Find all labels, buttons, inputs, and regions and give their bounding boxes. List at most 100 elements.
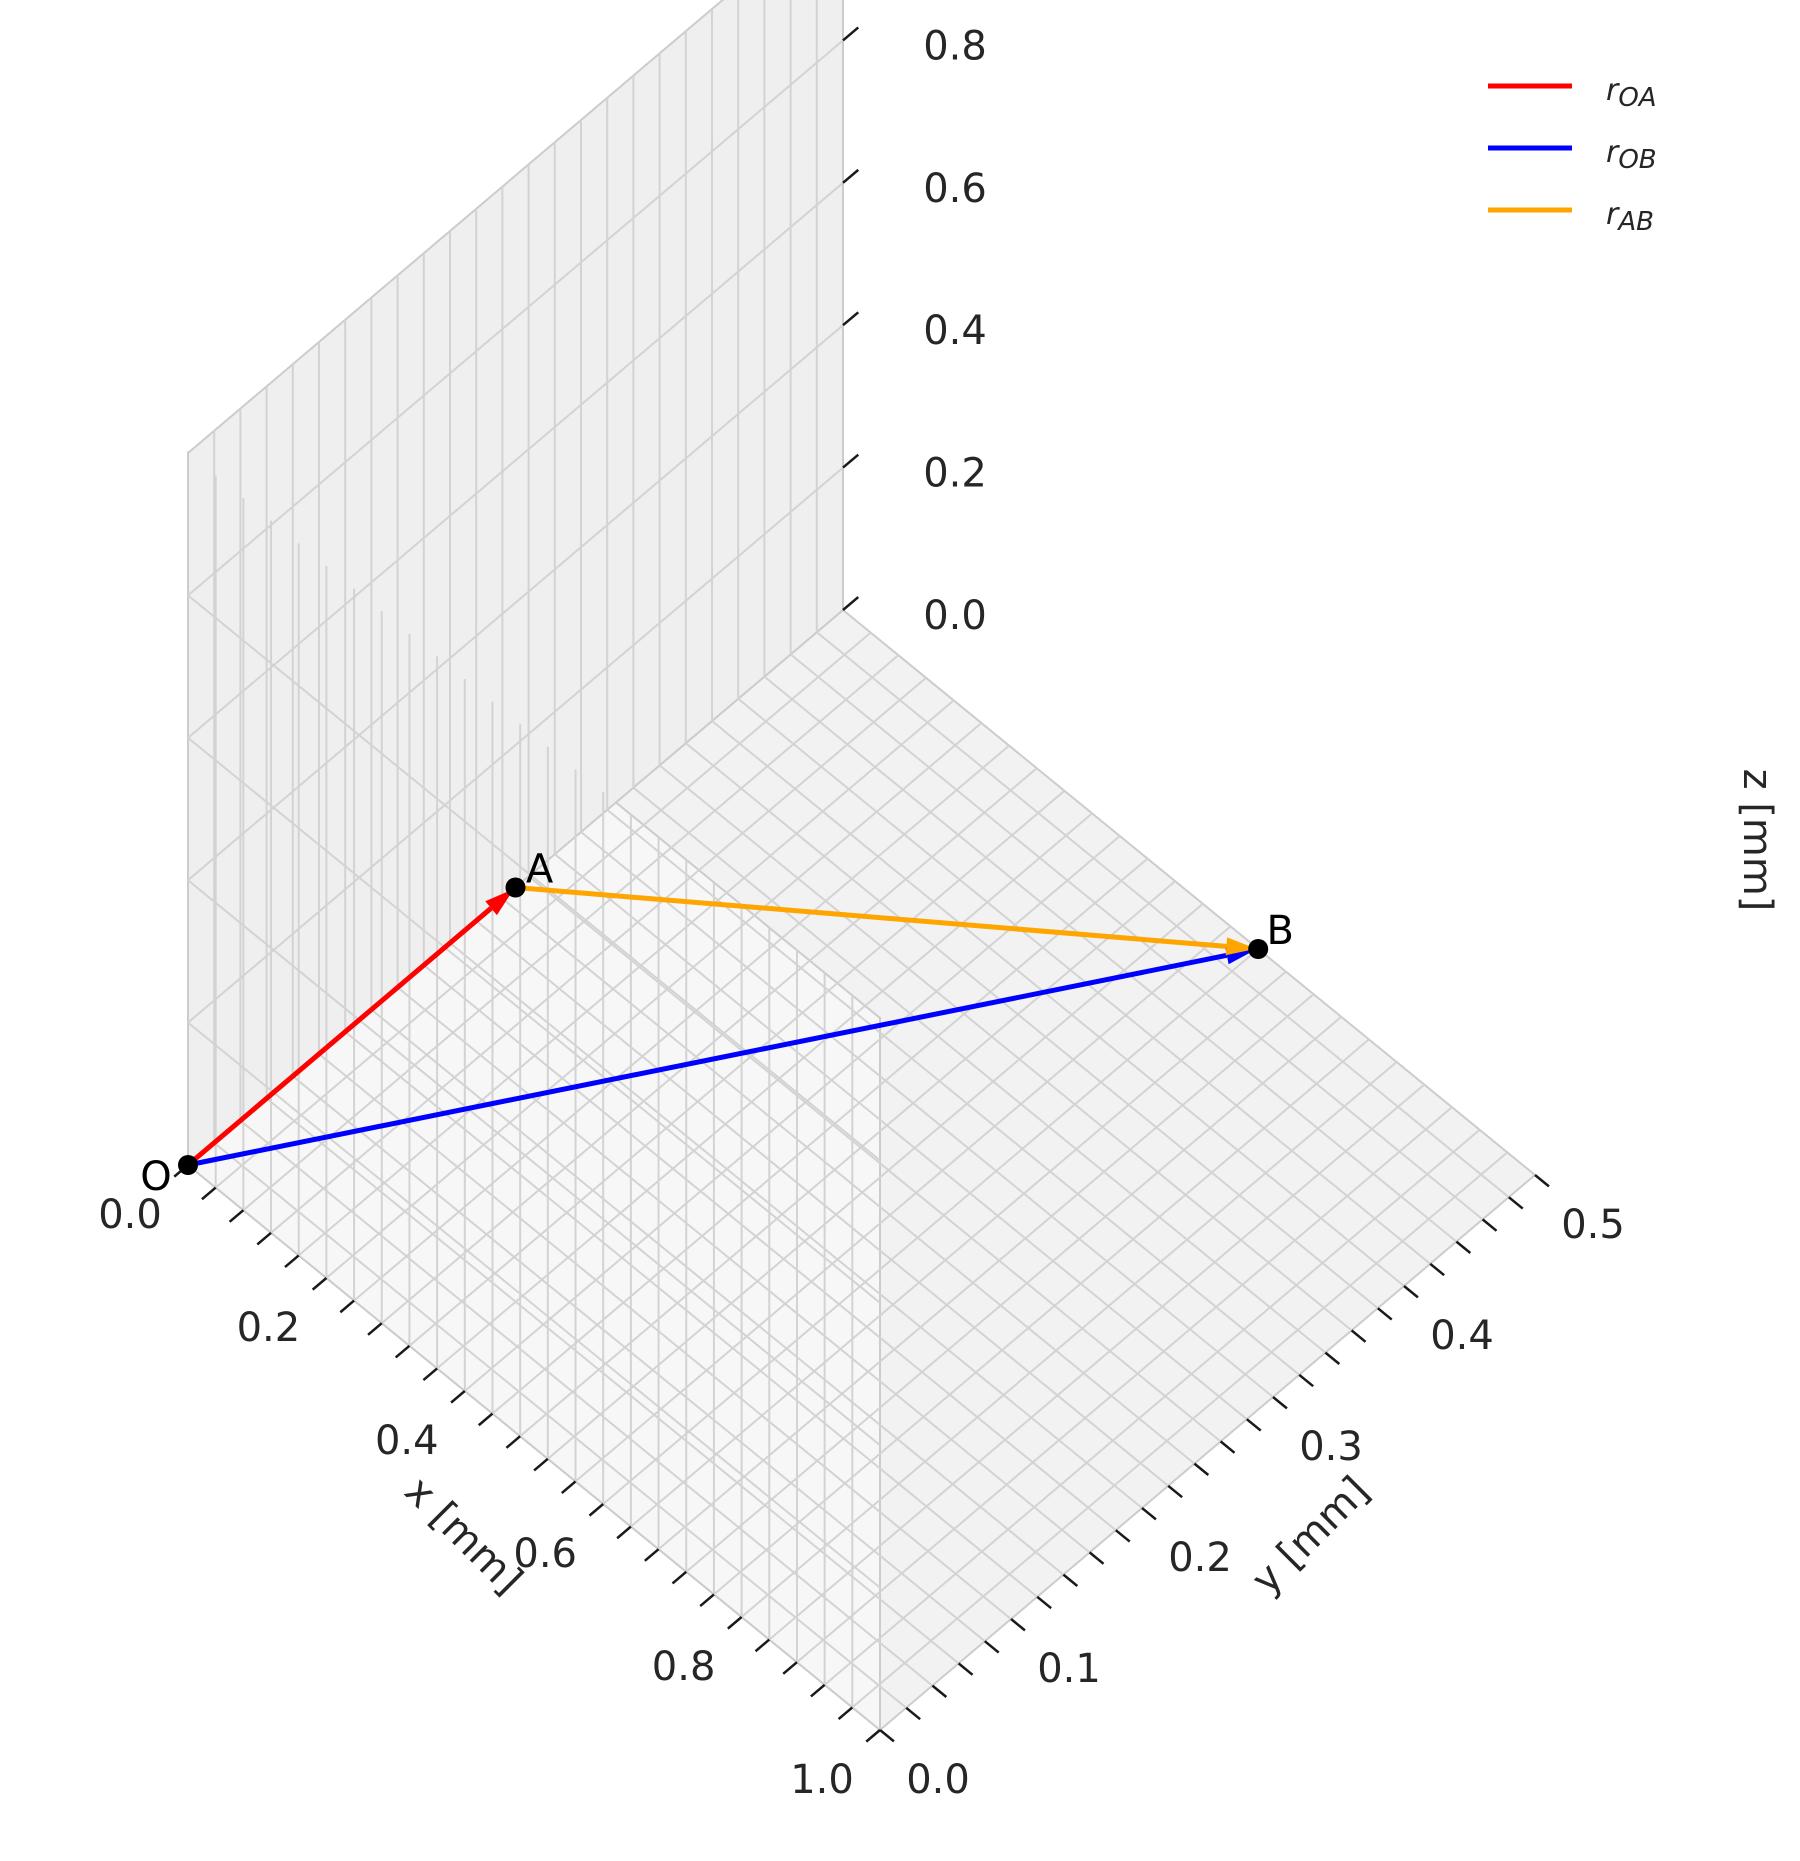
floor-grid-y	[423, 964, 1117, 1531]
y-tick-mark	[1298, 1373, 1314, 1388]
floor-grid-y	[711, 720, 1405, 1287]
y-tick-label: 0.5	[1561, 1202, 1625, 1248]
point-label-B: B	[1266, 908, 1293, 954]
x-tick-mark	[616, 1525, 632, 1540]
y-tick-mark	[984, 1640, 1000, 1654]
floor-grid-x	[381, 767, 1038, 1324]
x-tick-mark	[201, 1186, 217, 1201]
y-tick-mark	[1481, 1218, 1498, 1232]
y-tick-mark	[931, 1684, 948, 1698]
floor-grid-x	[491, 857, 1149, 1415]
floor-grid-x	[602, 948, 1259, 1505]
grid-lines	[187, 0, 1510, 1709]
x-tick-mark	[644, 1548, 660, 1562]
x-tick-mark	[533, 1457, 549, 1472]
floor-grid-y	[396, 986, 1091, 1554]
floor-grid-x	[713, 1038, 1370, 1596]
x-axis-label: x [mm]	[396, 1468, 531, 1603]
y-tick-mark	[1246, 1418, 1262, 1432]
floor-grid-x	[519, 880, 1176, 1437]
floor-grid-y	[763, 675, 1458, 1243]
y-tick-mark	[1429, 1262, 1445, 1277]
right-grid-z	[187, 182, 844, 739]
x-tick-mark	[311, 1277, 328, 1291]
y-tick-mark	[1141, 1507, 1157, 1521]
floor-grid-y	[685, 742, 1379, 1309]
y-tick-mark	[1167, 1484, 1183, 1499]
legend-label-r_OA: rOA	[1606, 73, 1657, 113]
y-tick-mark	[957, 1662, 974, 1676]
x-tick-mark	[671, 1570, 688, 1585]
x-tick-mark	[782, 1661, 798, 1675]
floor-grid-y	[292, 1075, 986, 1642]
z-tick-mark	[842, 596, 860, 611]
y-tick-mark	[1219, 1440, 1236, 1454]
x-tick-mark	[394, 1344, 411, 1359]
floor-grid-x	[740, 1061, 1398, 1618]
y-tick-mark	[1508, 1196, 1524, 1210]
x-tick-mark	[505, 1435, 521, 1449]
floor-grid-y	[737, 698, 1431, 1265]
y-tick-label: 0.0	[906, 1757, 970, 1803]
z-tick-label: 0.8	[923, 23, 987, 69]
z-axis-label: z [mm]	[1734, 769, 1780, 912]
legend-label-r_OB: rOB	[1606, 135, 1657, 175]
x-tick-mark	[837, 1706, 854, 1720]
left-grid-z	[187, 1021, 881, 1589]
y-tick-mark	[1272, 1396, 1288, 1410]
y-axis-label: y [mm]	[1243, 1468, 1378, 1603]
x-tick-mark	[450, 1390, 466, 1404]
floor-grid-x	[436, 812, 1093, 1370]
x-tick-label: 0.6	[513, 1531, 577, 1577]
x-tick-label: 0.4	[375, 1418, 439, 1464]
x-tick-mark	[228, 1209, 245, 1223]
y-tick-label: 0.1	[1037, 1646, 1101, 1692]
z-tick-label: 0.0	[923, 593, 987, 639]
y-tick-mark	[1010, 1618, 1026, 1632]
y-tick-label: 0.2	[1168, 1535, 1232, 1581]
floor-grid-x	[215, 631, 872, 1189]
y-tick-mark	[1115, 1529, 1131, 1543]
y-tick-mark	[1062, 1573, 1079, 1587]
x-tick-mark	[560, 1480, 577, 1494]
floor-grid-y	[816, 631, 1510, 1198]
right-grid-z	[187, 324, 844, 881]
y-tick-mark	[1377, 1307, 1393, 1321]
floor-grid-y	[632, 786, 1327, 1354]
floor-grid-x	[242, 654, 900, 1211]
x-tick-label: 0.2	[237, 1305, 301, 1351]
legend-label-r_AB: rAB	[1606, 197, 1654, 237]
left-grid-z	[187, 737, 881, 1304]
z-tick-label: 0.4	[923, 308, 987, 354]
floor-grid-y	[501, 897, 1196, 1465]
x-tick-mark	[754, 1638, 771, 1653]
x-tick-mark	[865, 1729, 881, 1743]
x-tick-mark	[284, 1254, 300, 1268]
y-tick-label: 0.3	[1299, 1424, 1363, 1470]
right-grid-z	[187, 39, 844, 597]
floor-grid-x	[768, 1083, 1425, 1641]
x-tick-mark	[367, 1322, 383, 1336]
x-tick-mark	[422, 1367, 438, 1381]
floor-grid-y	[580, 831, 1274, 1398]
vector-r_OA-shaft	[186, 906, 493, 1167]
vector-r_AB-shaft	[515, 885, 1227, 949]
z-tick-mark	[842, 311, 860, 327]
z-tick-label: 0.6	[923, 166, 987, 212]
point-B	[1248, 939, 1269, 959]
x-tick-mark	[810, 1683, 826, 1698]
x-tick-mark	[727, 1616, 743, 1630]
floor-grid-y	[449, 942, 1143, 1509]
floor-grid-y	[475, 920, 1169, 1487]
z-tick-mark	[842, 26, 860, 42]
left-grid-z	[187, 879, 881, 1446]
y-tick-label: 0.4	[1430, 1313, 1494, 1359]
y-tick-mark	[905, 1706, 921, 1721]
x-tick-mark	[477, 1412, 494, 1427]
floor-grid-x	[325, 722, 983, 1279]
floor-grid-x	[298, 699, 955, 1257]
floor-grid-y	[344, 1031, 1038, 1598]
legend: rOA rOB rAB	[1488, 73, 1657, 237]
point-O	[178, 1155, 198, 1175]
